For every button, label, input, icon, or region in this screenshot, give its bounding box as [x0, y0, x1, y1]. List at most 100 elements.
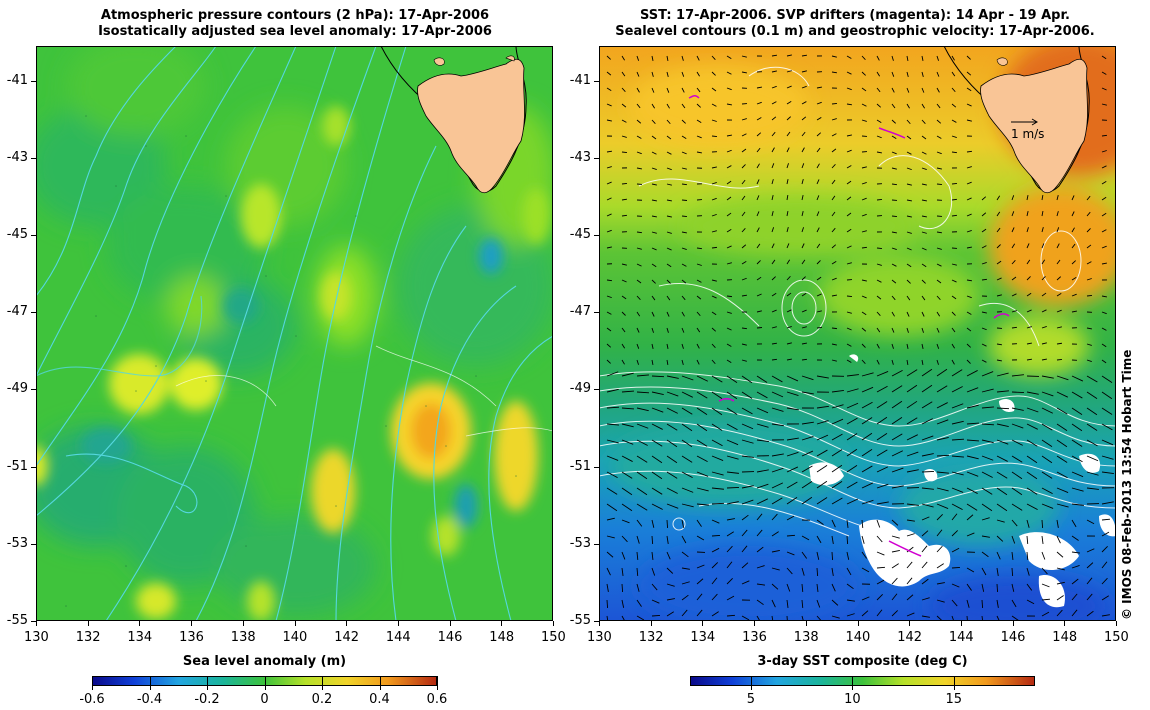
velocity-arrow — [651, 583, 658, 591]
velocity-arrow — [906, 469, 919, 473]
velocity-arrow — [966, 311, 972, 315]
velocity-arrow — [711, 471, 724, 476]
velocity-arrow — [846, 71, 852, 75]
velocity-arrow — [996, 390, 1009, 393]
velocity-arrow — [1011, 195, 1015, 201]
velocity-arrow — [1086, 562, 1094, 569]
velocity-arrow — [1056, 309, 1062, 313]
velocity-arrow — [921, 516, 930, 521]
velocity-arrow — [801, 342, 808, 345]
velocity-arrow — [681, 375, 694, 381]
velocity-arrow — [921, 545, 928, 553]
velocity-arrow — [1041, 519, 1044, 529]
velocity-arrow — [981, 388, 994, 393]
velocity-arrow — [996, 519, 1005, 523]
velocity-arrow — [1071, 391, 1083, 399]
velocity-arrow — [951, 295, 957, 300]
velocity-arrow — [666, 455, 678, 464]
velocity-arrow — [861, 465, 873, 473]
velocity-arrow — [651, 55, 654, 61]
velocity-arrow — [1026, 471, 1038, 480]
velocity-arrow — [981, 517, 990, 521]
velocity-arrow — [681, 439, 693, 448]
velocity-arrow — [1086, 391, 1098, 399]
velocity-arrow — [636, 151, 642, 155]
velocity-arrow — [951, 599, 958, 607]
velocity-arrow — [801, 292, 807, 297]
velocity-arrow — [966, 197, 972, 201]
velocity-arrow — [816, 519, 824, 525]
sla-colorbar-tick-mark — [207, 676, 208, 690]
velocity-arrow — [996, 455, 1008, 462]
velocity-arrow — [741, 133, 747, 137]
velocity-arrow — [786, 194, 789, 201]
velocity-arrow — [696, 87, 701, 93]
velocity-arrow — [906, 519, 915, 522]
velocity-arrow — [696, 71, 700, 77]
right-title-line-1: SST: 17-Apr-2006. SVP drifters (magenta)… — [640, 8, 1070, 23]
velocity-arrow — [831, 277, 837, 281]
velocity-arrow — [1041, 342, 1047, 345]
velocity-arrow — [1026, 195, 1029, 201]
velocity-arrow — [756, 469, 769, 473]
velocity-arrow — [1041, 194, 1044, 201]
velocity-arrow — [951, 420, 964, 425]
imos-credit: © IMOS 08-Feb-2013 13:54 Hobart Time — [1120, 349, 1134, 620]
velocity-arrow — [936, 487, 949, 492]
velocity-arrow — [636, 71, 640, 77]
velocity-arrow — [771, 358, 778, 361]
velocity-arrow — [621, 583, 624, 593]
velocity-arrow — [891, 563, 899, 569]
velocity-arrow — [771, 163, 775, 169]
velocity-arrow — [906, 343, 909, 349]
velocity-arrow — [921, 453, 934, 457]
left-y-tick-mark — [31, 312, 36, 314]
velocity-arrow — [801, 131, 806, 137]
velocity-arrow — [756, 117, 762, 121]
right-y-tick-label: -41 — [569, 72, 591, 88]
velocity-arrow — [636, 391, 650, 394]
velocity-arrow — [741, 359, 747, 362]
velocity-arrow — [1101, 439, 1114, 446]
velocity-arrow — [876, 449, 888, 457]
velocity-arrow — [1041, 227, 1044, 233]
velocity-arrow — [981, 487, 993, 495]
left-y-tick-mark — [31, 621, 36, 622]
velocity-arrow — [1101, 375, 1113, 383]
velocity-arrow — [651, 199, 658, 202]
velocity-arrow — [981, 583, 985, 592]
velocity-arrow — [786, 147, 790, 153]
velocity-arrow — [846, 388, 859, 393]
velocity-arrow — [936, 71, 940, 77]
velocity-arrow — [846, 498, 859, 505]
velocity-arrow — [1086, 455, 1099, 462]
velocity-arrow — [1101, 71, 1107, 75]
velocity-arrow — [861, 386, 874, 393]
velocity-arrow — [861, 213, 867, 217]
right-y-tick-mark — [594, 466, 599, 468]
velocity-arrow — [741, 211, 746, 217]
left-x-tick-mark — [449, 621, 451, 626]
velocity-arrow — [831, 359, 837, 362]
velocity-arrow — [891, 263, 897, 267]
velocity-arrow — [726, 180, 732, 185]
velocity-arrow — [906, 311, 910, 317]
velocity-arrow — [996, 599, 999, 608]
velocity-arrow — [1086, 244, 1092, 249]
velocity-arrow — [846, 87, 852, 91]
velocity-arrow — [801, 358, 808, 361]
velocity-arrow — [1071, 423, 1083, 432]
velocity-arrow — [726, 531, 734, 537]
velocity-arrow — [636, 247, 642, 250]
velocity-arrow — [1056, 211, 1059, 217]
velocity-arrow — [1041, 326, 1047, 329]
velocity-arrow — [816, 434, 829, 441]
velocity-arrow — [1071, 609, 1078, 617]
velocity-arrow — [606, 119, 612, 122]
velocity-arrow — [786, 243, 790, 249]
velocity-arrow — [726, 518, 735, 521]
velocity-arrow — [771, 101, 777, 105]
velocity-arrow — [876, 295, 882, 300]
velocity-arrow — [951, 135, 957, 138]
velocity-arrow — [801, 436, 814, 441]
